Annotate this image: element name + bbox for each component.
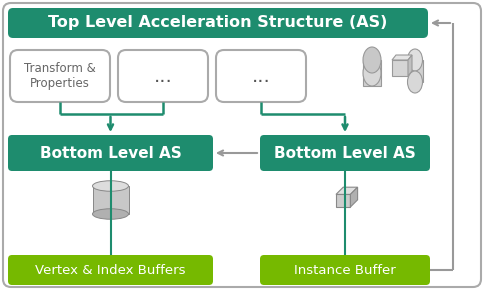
FancyBboxPatch shape	[8, 8, 428, 38]
Polygon shape	[351, 187, 357, 207]
Polygon shape	[408, 55, 412, 76]
Polygon shape	[392, 55, 412, 60]
FancyBboxPatch shape	[8, 255, 213, 285]
Text: Transform &
Properties: Transform & Properties	[24, 62, 96, 90]
FancyBboxPatch shape	[3, 3, 481, 287]
FancyBboxPatch shape	[8, 135, 213, 171]
Ellipse shape	[93, 209, 129, 219]
Ellipse shape	[363, 60, 381, 86]
FancyBboxPatch shape	[363, 60, 381, 86]
Polygon shape	[336, 187, 357, 194]
FancyBboxPatch shape	[10, 50, 110, 102]
Text: Instance Buffer: Instance Buffer	[294, 263, 396, 277]
Text: Bottom Level AS: Bottom Level AS	[39, 146, 181, 161]
Text: Bottom Level AS: Bottom Level AS	[274, 146, 416, 161]
FancyBboxPatch shape	[216, 50, 306, 102]
Polygon shape	[392, 60, 408, 76]
Text: Top Level Acceleration Structure (AS): Top Level Acceleration Structure (AS)	[48, 16, 388, 30]
Ellipse shape	[93, 181, 129, 191]
Ellipse shape	[363, 47, 381, 73]
Ellipse shape	[408, 49, 423, 71]
FancyBboxPatch shape	[93, 186, 129, 214]
FancyBboxPatch shape	[408, 60, 423, 82]
FancyBboxPatch shape	[260, 135, 430, 171]
Ellipse shape	[408, 71, 423, 93]
Polygon shape	[336, 194, 351, 207]
Text: Vertex & Index Buffers: Vertex & Index Buffers	[35, 263, 186, 277]
FancyBboxPatch shape	[260, 255, 430, 285]
Text: ...: ...	[252, 67, 270, 86]
Text: ...: ...	[153, 67, 172, 86]
FancyBboxPatch shape	[118, 50, 208, 102]
